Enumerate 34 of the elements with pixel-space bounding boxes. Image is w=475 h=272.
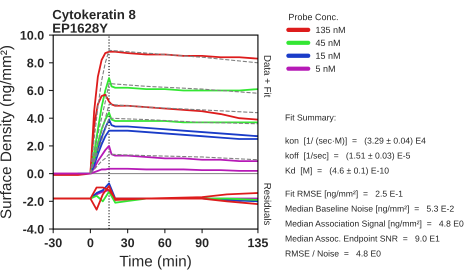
- x-tick-label: 135: [248, 238, 268, 248]
- chart-title: Cytokeratin 8: [52, 10, 136, 22]
- x-tick-label: 0: [87, 238, 94, 248]
- text: Kd [M] = (4.6 ± 0.1) E-10: [286, 167, 389, 176]
- y-tick-label: -4.0: [23, 224, 44, 234]
- text: Data + Fit: [264, 56, 272, 98]
- text: Residuals: [264, 183, 272, 225]
- y-tick-label: 10.0: [20, 30, 44, 40]
- y-tick-label: -2.0: [23, 197, 44, 206]
- text: Median Baseline Noise [ng/mm²] = 5.3 E-2: [286, 205, 454, 214]
- x-tick-label: 60: [158, 238, 172, 248]
- y-tick-label: 2.0: [27, 142, 44, 151]
- y-tick-label: 8.0: [27, 58, 44, 68]
- legend-label: 45 nM: [316, 40, 340, 46]
- text: koff [1/sec] = (1.51 ± 0.03) E-5: [286, 152, 410, 160]
- text: RMSE / Noise = 4.8 E0: [286, 250, 381, 257]
- x-tick-label: 30: [120, 238, 134, 248]
- y-tick-label: 4.0: [26, 114, 44, 123]
- text: Fit Summary:: [286, 114, 336, 122]
- legend-label: 135 nM: [316, 26, 345, 34]
- chart-subtitle: EP1628Y: [53, 23, 108, 33]
- x-tick-label: 90: [196, 238, 209, 248]
- legend-title: Probe Conc.: [289, 14, 338, 20]
- text: Median Association Signal [ng/mm²] = 4.8 E0: [286, 220, 464, 228]
- legend-label: 15 nM: [316, 52, 340, 59]
- y-tick-label: 0.0: [27, 169, 44, 178]
- text: Fit RMSE [ng/mm²] = 2.5 E-1: [286, 190, 403, 198]
- y-tick-label: 6.0: [27, 86, 44, 96]
- text: Median Assoc. Endpoint SNR = 9.0 E1: [286, 235, 440, 244]
- text: kon [1/ (sec·M)] = (3.29 ± 0.04) E4: [286, 137, 426, 146]
- x-axis-title: Time (min): [120, 255, 191, 270]
- x-tick-label: -30: [44, 238, 62, 248]
- legend-label: 5 nM: [316, 66, 335, 72]
- y-axis-title: Surface Density (ng/mm²): [0, 46, 14, 218]
